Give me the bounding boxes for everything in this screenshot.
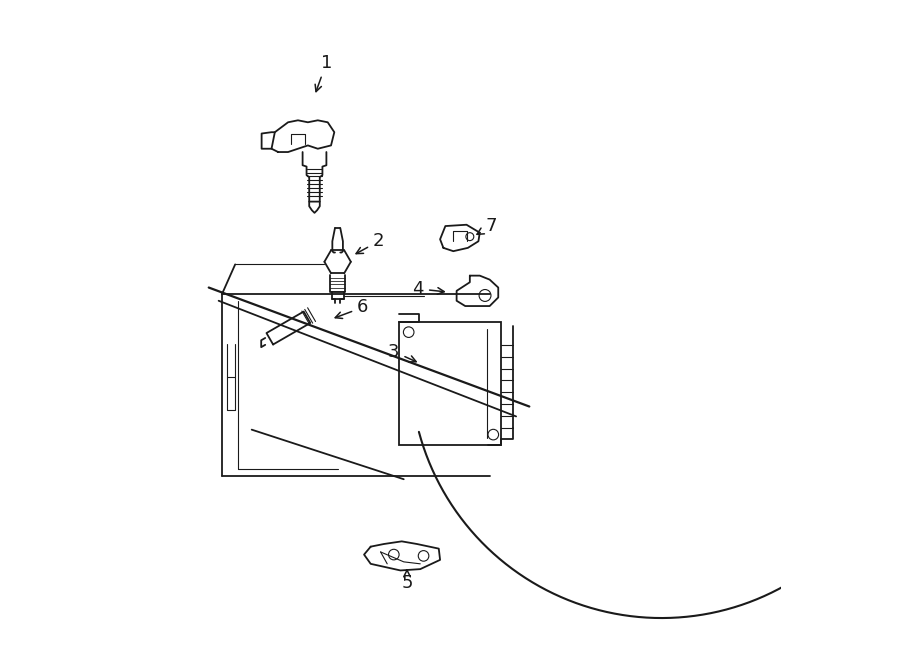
Text: 4: 4: [412, 280, 445, 298]
Text: 6: 6: [335, 298, 368, 319]
Text: 5: 5: [401, 570, 413, 592]
Text: 3: 3: [388, 342, 416, 362]
Text: 2: 2: [356, 232, 384, 254]
Bar: [399, 323, 501, 444]
Text: 7: 7: [477, 217, 497, 235]
Text: 1: 1: [315, 54, 332, 92]
